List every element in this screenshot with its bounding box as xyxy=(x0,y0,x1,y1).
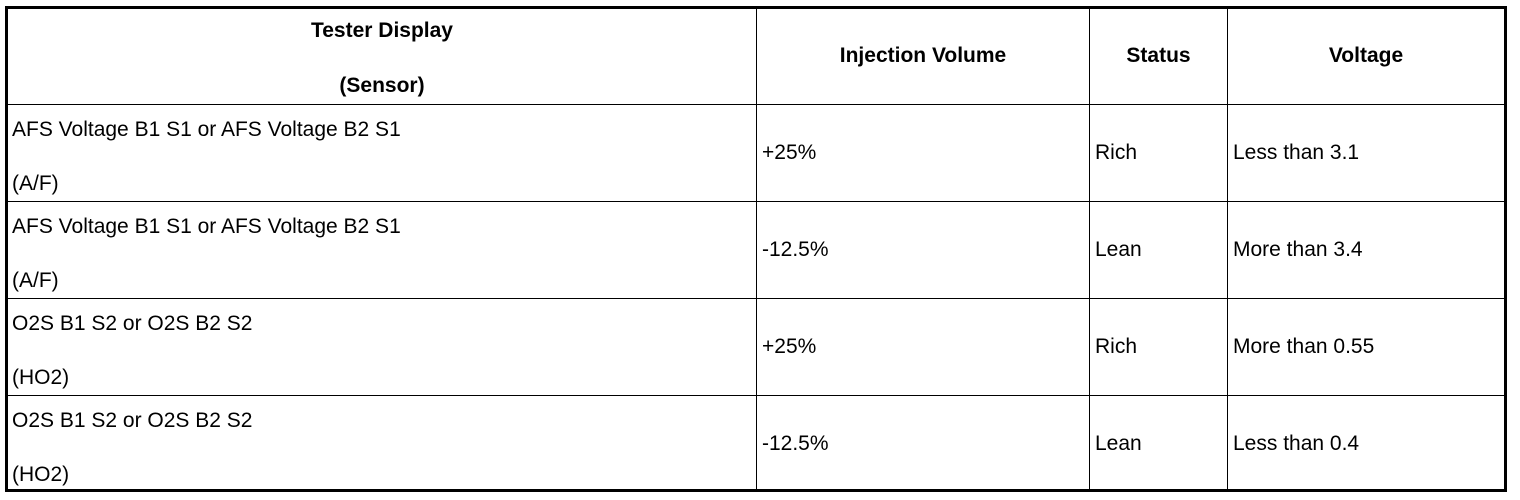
injection-volume-cell: +25% xyxy=(756,297,1090,396)
voltage-cell: More than 3.4 xyxy=(1227,200,1504,299)
sensor-code: (HO2) xyxy=(12,365,70,389)
header-tester-display-label: Tester Display xyxy=(310,18,453,42)
status-cell: Lean xyxy=(1089,200,1228,299)
injection-volume-cell: -12.5% xyxy=(756,200,1090,299)
voltage-cell: More than 0.55 xyxy=(1227,297,1504,396)
sensor-name: O2S B1 S2 or O2S B2 S2 xyxy=(12,311,253,335)
status-cell: Rich xyxy=(1089,297,1228,396)
sensor-code: (A/F) xyxy=(12,171,59,195)
voltage-cell: Less than 0.4 xyxy=(1227,394,1504,492)
status-cell: Rich xyxy=(1089,103,1228,202)
header-status: Status xyxy=(1089,9,1228,105)
sensor-table-frame: Tester Display (Sensor) Injection Volume… xyxy=(5,6,1507,492)
sensor-table: Tester Display (Sensor) Injection Volume… xyxy=(8,9,1504,492)
table-row: AFS Voltage B1 S1 or AFS Voltage B2 S1 (… xyxy=(8,200,1504,299)
table-header-row: Tester Display (Sensor) Injection Volume… xyxy=(8,9,1504,105)
header-tester-display: Tester Display (Sensor) xyxy=(8,9,757,105)
injection-volume-cell: -12.5% xyxy=(756,394,1090,492)
sensor-cell: O2S B1 S2 or O2S B2 S2 (HO2) xyxy=(8,394,757,492)
sensor-name: AFS Voltage B1 S1 or AFS Voltage B2 S1 xyxy=(12,117,401,141)
sensor-name: O2S B1 S2 or O2S B2 S2 xyxy=(12,408,253,432)
table-row: O2S B1 S2 or O2S B2 S2 (HO2) -12.5% Lean… xyxy=(8,394,1504,492)
status-cell: Lean xyxy=(1089,394,1228,492)
sensor-cell: AFS Voltage B1 S1 or AFS Voltage B2 S1 (… xyxy=(8,200,757,299)
injection-volume-cell: +25% xyxy=(756,103,1090,202)
table-row: AFS Voltage B1 S1 or AFS Voltage B2 S1 (… xyxy=(8,103,1504,202)
header-injection-volume: Injection Volume xyxy=(756,9,1090,105)
sensor-cell: AFS Voltage B1 S1 or AFS Voltage B2 S1 (… xyxy=(8,103,757,202)
sensor-cell: O2S B1 S2 or O2S B2 S2 (HO2) xyxy=(8,297,757,396)
table-row: O2S B1 S2 or O2S B2 S2 (HO2) +25% Rich M… xyxy=(8,297,1504,396)
sensor-code: (HO2) xyxy=(12,462,70,486)
sensor-code: (A/F) xyxy=(12,268,59,292)
sensor-name: AFS Voltage B1 S1 or AFS Voltage B2 S1 xyxy=(12,214,401,238)
header-voltage: Voltage xyxy=(1227,9,1504,105)
voltage-cell: Less than 3.1 xyxy=(1227,103,1504,202)
header-sensor-label: (Sensor) xyxy=(339,73,425,97)
